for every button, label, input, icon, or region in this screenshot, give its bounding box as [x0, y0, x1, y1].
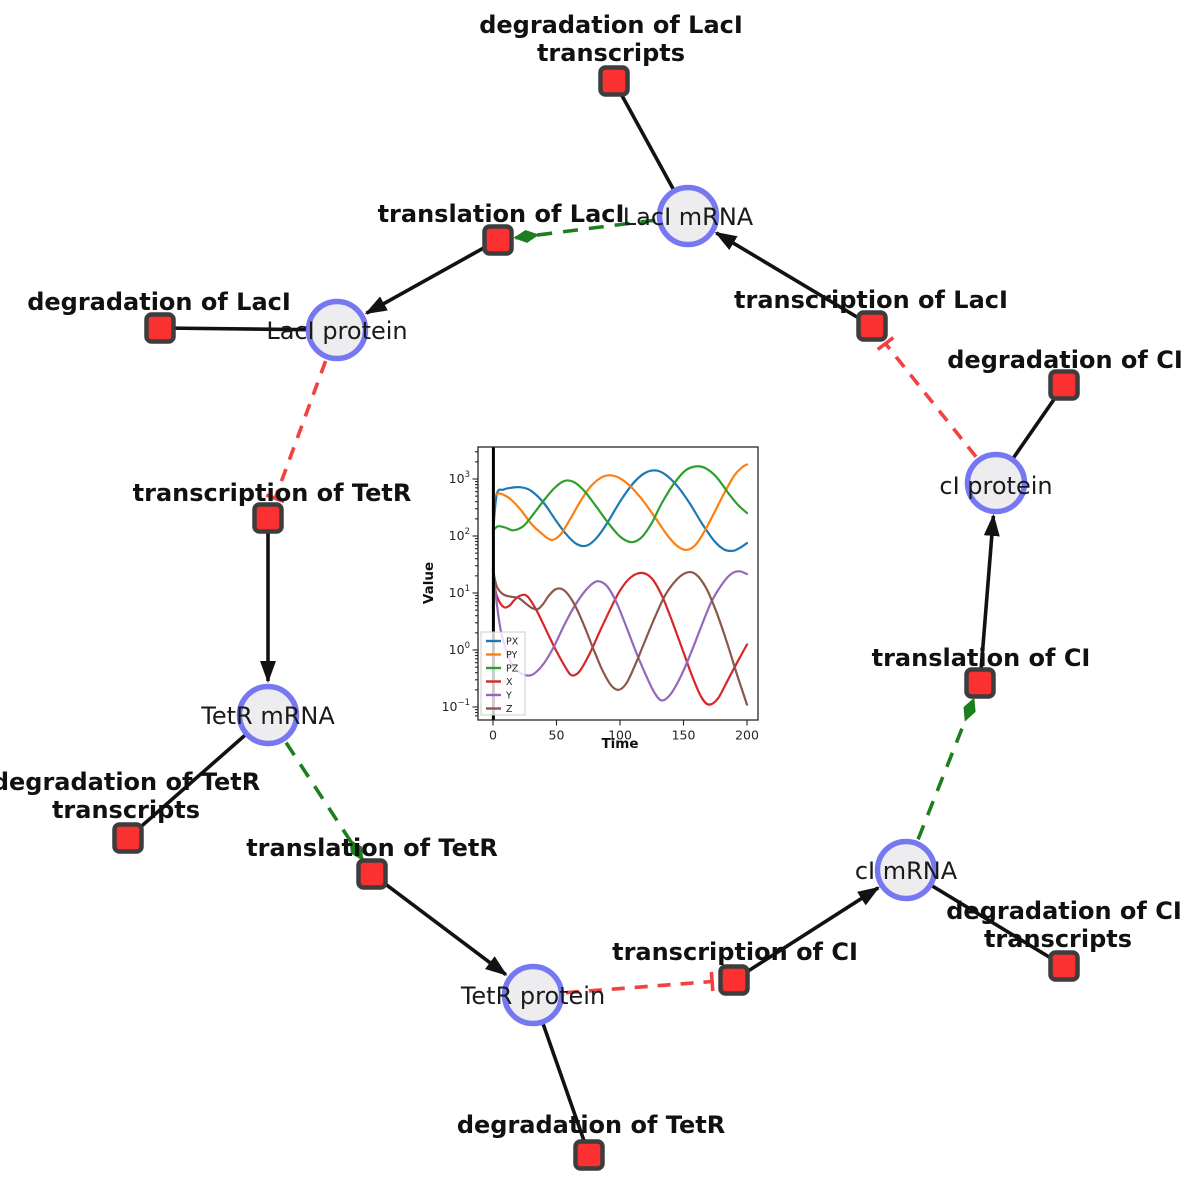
inhibition-tbar-transcription-of-ci [709, 971, 715, 992]
reaction-label-degradation-of-laci: degradation of LacI [27, 288, 291, 316]
legend-label-y: Y [505, 691, 512, 702]
edge-laci-mrna-modifies-translation-of-laci [513, 218, 656, 243]
species-label-ci-protein: cI protein [939, 472, 1052, 500]
species-node-laci-mrna [656, 184, 720, 248]
reaction-label-degradation-of-tetr-transcripts-line1: degradation of TetR [0, 768, 260, 796]
series-line-PZ [491, 465, 749, 544]
reaction-node-translation-of-tetr [356, 858, 388, 890]
edge-laci-protein-inhibits-transcription-of-tetr [273, 360, 328, 499]
species-label-tetr-protein: TetR protein [460, 982, 605, 1010]
reaction-node-transcription-of-ci [718, 964, 750, 996]
edge-translation-of-tetr-to-tetr-protein [370, 872, 508, 977]
series-line-Z [491, 568, 749, 706]
x-tick-label: 100 [608, 728, 632, 743]
legend-label-py: PY [506, 650, 518, 661]
species-node-ci-protein [964, 451, 1028, 515]
species-node-tetr-mrna [236, 683, 300, 747]
y-axis-label: Value [421, 562, 437, 604]
edge-transcription-of-ci-to-ci-mrna [733, 886, 880, 982]
inhibition-tbar-transcription-of-laci [876, 336, 895, 351]
reaction-node-degradation-of-ci-transcripts [1048, 950, 1080, 982]
edge-transcription-of-laci-to-laci-mrna [714, 231, 873, 328]
reaction-node-transcription-of-laci [856, 310, 888, 342]
species-label-ci-mrna: cI mRNA [855, 857, 958, 885]
reaction-label-translation-of-tetr: translation of TetR [246, 834, 498, 862]
reaction-label-transcription-of-ci: transcription of CI [612, 938, 858, 966]
legend-label-px: PX [506, 637, 519, 648]
edge-ci-protein-inhibits-transcription-of-laci [883, 342, 978, 458]
series-line-PY [491, 463, 749, 551]
x-tick-label: 150 [672, 728, 696, 743]
reaction-node-translation-of-laci [482, 224, 514, 256]
reaction-label-translation-of-ci: translation of CI [872, 644, 1091, 672]
reaction-node-degradation-of-tetr-transcripts [112, 822, 144, 854]
x-tick-label: 0 [489, 728, 497, 743]
edge-translation-of-ci-to-ci-protein [978, 513, 1000, 684]
legend-label-x: X [506, 677, 513, 688]
series-line-X [491, 568, 749, 706]
legend-label-z: Z [506, 704, 513, 715]
y-tick-label: 103 [449, 470, 470, 486]
reaction-node-degradation-of-laci-transcripts [598, 65, 630, 97]
edge-tetr-protein-inhibits-transcription-of-ci [565, 979, 713, 995]
labels: LacI mRNA LacI protein cI protein TetR m… [0, 11, 1183, 1139]
edge-tetr-mrna-modifies-translation-of-tetr [284, 741, 364, 861]
edge-ci-mrna-modifies-translation-of-ci [916, 697, 976, 840]
legend-box [480, 631, 526, 716]
reaction-label-degradation-of-laci-transcripts-line2: transcripts [537, 39, 685, 67]
legend: PX PY PZ X Y Z [480, 631, 526, 716]
x-tick-label: 50 [549, 728, 565, 743]
legend-label-pz: PZ [506, 664, 519, 675]
reaction-node-translation-of-ci [964, 667, 996, 699]
reaction-label-degradation-of-tetr: degradation of TetR [457, 1111, 725, 1139]
plot-axes-ticks: 0 50 100 150 200 103 102 101 100 10−1 [442, 451, 759, 743]
reaction-label-degradation-of-ci-transcripts-line2: transcripts [984, 925, 1132, 953]
reaction-nodes [112, 65, 1080, 1171]
reaction-label-degradation-of-ci-transcripts-line1: degradation of CI [946, 897, 1182, 925]
species-node-ci-mrna [874, 838, 938, 902]
reaction-node-degradation-of-tetr [573, 1139, 605, 1171]
plot-curves [491, 463, 749, 706]
reaction-label-degradation-of-laci-transcripts-line1: degradation of LacI [479, 11, 743, 39]
reaction-node-degradation-of-laci [144, 312, 176, 344]
y-tick-label: 100 [449, 641, 470, 657]
edge-translation-of-laci-to-laci-protein [364, 238, 499, 315]
y-tick-label: 10−1 [442, 698, 470, 714]
species-label-laci-mrna: LacI mRNA [623, 203, 754, 231]
reaction-label-degradation-of-ci: degradation of CI [947, 346, 1183, 374]
species-node-laci-protein [305, 298, 369, 362]
reaction-label-transcription-of-tetr: transcription of TetR [133, 479, 412, 507]
y-tick-label: 102 [449, 527, 470, 543]
plot-frame [477, 446, 759, 721]
species-nodes [236, 184, 1028, 1027]
y-tick-label: 101 [449, 584, 470, 600]
species-label-tetr-mrna: TetR mRNA [200, 702, 335, 730]
series-line-PX [491, 469, 749, 553]
reaction-node-degradation-of-ci [1048, 369, 1080, 401]
x-tick-label: 200 [735, 728, 759, 743]
species-label-laci-protein: LacI protein [266, 317, 407, 345]
inhibition-tbar-transcription-of-tetr [265, 493, 285, 504]
reaction-label-translation-of-laci: translation of LacI [378, 200, 625, 228]
x-axis-label: Time [601, 736, 638, 752]
reaction-node-transcription-of-tetr [252, 502, 284, 534]
reaction-label-degradation-of-tetr-transcripts-line2: transcripts [52, 796, 200, 824]
reaction-label-transcription-of-laci: transcription of LacI [734, 286, 1008, 314]
species-node-tetr-protein [501, 963, 565, 1027]
